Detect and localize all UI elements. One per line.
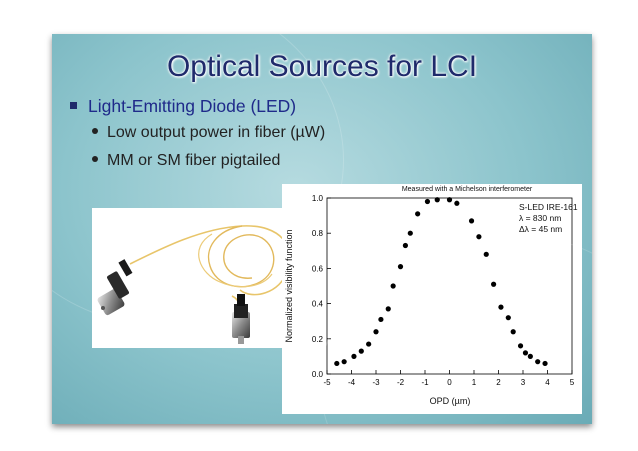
y-tick-label: 0.4 xyxy=(312,300,324,309)
data-points xyxy=(334,197,548,367)
y-tick-label: 0.0 xyxy=(312,370,324,379)
data-point xyxy=(378,316,384,323)
slide: Optical Sources for LCI Light-Emitting D… xyxy=(52,34,592,424)
y-axis: 0.0 0.2 0.4 0.6 0.8 1.0 xyxy=(312,194,331,379)
data-point xyxy=(491,281,497,287)
annotation-wavelength: λ = 830 nm xyxy=(519,213,561,223)
bullet-led-text: Light-Emitting Diode (LED) xyxy=(88,96,297,116)
data-point xyxy=(446,197,453,203)
data-point xyxy=(358,348,364,354)
visibility-chart: Measured with a Michelson interferometer… xyxy=(282,184,582,414)
x-axis: -5 -4 -3 -2 -1 0 1 2 3 4 5 xyxy=(323,370,575,387)
x-axis-label: OPD (µm) xyxy=(430,396,471,406)
data-point xyxy=(341,359,347,365)
x-tick-label: 2 xyxy=(496,378,501,387)
x-tick-label: -1 xyxy=(421,378,429,387)
y-axis-label: Normalized visibility function xyxy=(284,229,294,342)
data-point xyxy=(483,251,489,257)
data-point xyxy=(498,304,504,310)
fiber-led-illustration xyxy=(97,225,291,344)
data-point xyxy=(424,198,431,205)
data-point xyxy=(468,218,475,224)
data-point xyxy=(373,329,379,335)
annotation-bandwidth: Δλ = 45 nm xyxy=(519,224,562,234)
x-tick-label: 0 xyxy=(447,378,452,387)
y-tick-label: 1.0 xyxy=(312,194,324,203)
sub-bullet-power: Low output power in fiber (µW) xyxy=(92,124,325,142)
annotation-source: S-LED IRE-161 xyxy=(519,202,578,212)
data-point xyxy=(542,360,548,367)
x-tick-label: 5 xyxy=(570,378,575,387)
x-tick-label: -2 xyxy=(397,378,405,387)
sub-bullet-power-text: Low output power in fiber (µW) xyxy=(107,124,326,141)
data-point xyxy=(476,234,482,240)
data-point xyxy=(385,306,391,312)
data-point xyxy=(415,211,421,217)
y-tick-label: 0.2 xyxy=(312,335,324,344)
sub-bullet-fiber: MM or SM fiber pigtailed xyxy=(92,152,280,170)
data-point xyxy=(527,353,533,359)
x-tick-label: 3 xyxy=(521,378,526,387)
y-tick-label: 0.6 xyxy=(312,264,324,273)
data-point xyxy=(522,350,529,356)
visibility-chart-svg: Measured with a Michelson interferometer… xyxy=(284,186,578,406)
bullet-led: Light-Emitting Diode (LED) xyxy=(70,96,296,117)
chart-title: Measured with a Michelson interferometer xyxy=(402,186,533,193)
x-tick-label: 1 xyxy=(472,378,477,387)
data-point xyxy=(366,341,372,347)
data-point xyxy=(434,197,440,203)
data-point xyxy=(402,242,408,249)
data-point xyxy=(535,359,541,365)
data-point xyxy=(351,353,357,359)
data-point xyxy=(510,329,516,335)
x-tick-label: -5 xyxy=(323,378,331,387)
square-bullet-icon xyxy=(70,101,77,109)
fiber-pigtailed-led-photo xyxy=(92,208,304,348)
x-tick-label: 4 xyxy=(545,378,550,387)
sub-bullet-fiber-text: MM or SM fiber pigtailed xyxy=(107,152,281,169)
data-point xyxy=(390,283,396,289)
x-tick-label: -4 xyxy=(348,378,356,387)
data-point xyxy=(407,230,413,236)
data-point xyxy=(334,360,340,367)
y-tick-label: 0.8 xyxy=(312,229,324,238)
x-tick-label: -3 xyxy=(372,378,380,387)
data-point xyxy=(517,343,524,349)
data-point xyxy=(397,264,404,270)
dot-bullet-icon xyxy=(92,127,98,134)
dot-bullet-icon xyxy=(92,155,98,162)
data-point xyxy=(505,315,511,321)
data-point xyxy=(454,200,460,206)
slide-title: Optical Sources for LCI xyxy=(166,50,478,83)
